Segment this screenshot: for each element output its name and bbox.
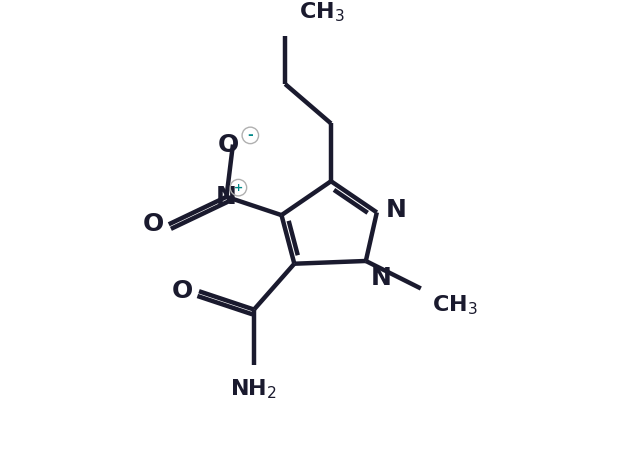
Text: -: - (248, 128, 253, 142)
Text: O: O (218, 133, 239, 157)
Text: CH$_3$: CH$_3$ (432, 293, 477, 317)
Text: O: O (172, 279, 193, 303)
Text: N: N (371, 266, 391, 290)
Text: CH$_3$: CH$_3$ (299, 1, 344, 24)
Text: N: N (386, 198, 407, 222)
Text: +: + (234, 183, 243, 193)
Text: NH$_2$: NH$_2$ (230, 377, 278, 401)
Text: O: O (143, 212, 164, 236)
Text: N: N (216, 185, 237, 209)
